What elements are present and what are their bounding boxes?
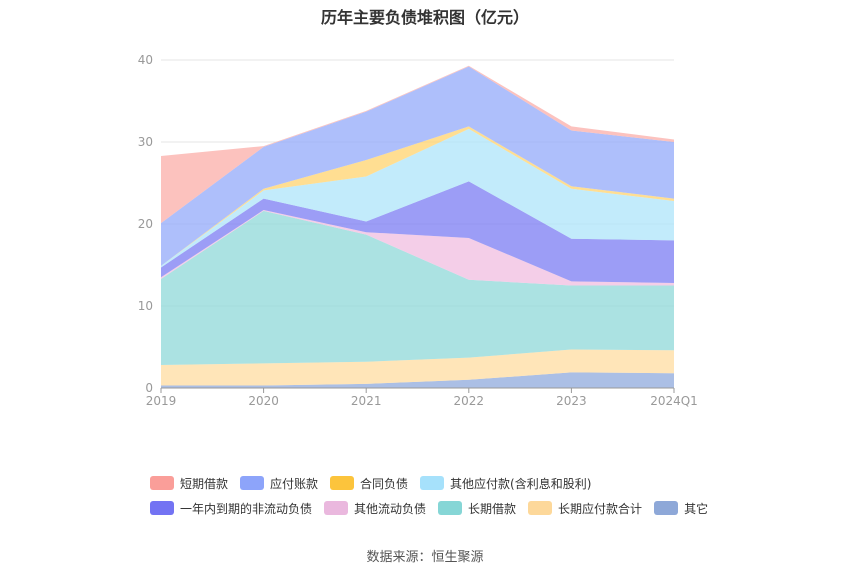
legend-swatch	[528, 501, 553, 515]
legend-swatch	[324, 501, 349, 515]
y-tick-label: 10	[138, 299, 153, 313]
x-tick-label: 2019	[146, 394, 177, 408]
legend-item[interactable]: 长期应付款合计	[528, 500, 642, 517]
legend: 短期借款 应付账款 合同负债 其他应付款(含利息和股利) 一年内到期的非流动负债 其他流动…	[150, 472, 750, 522]
legend-item[interactable]: 其他流动负债	[324, 500, 426, 517]
legend-row: 一年内到期的非流动负债 其他流动负债 长期借款 长期应付款合计 其它	[150, 497, 750, 519]
legend-swatch	[150, 501, 174, 515]
legend-item[interactable]: 其它	[654, 500, 708, 517]
legend-swatch	[150, 476, 174, 490]
legend-label: 长期借款	[468, 501, 517, 516]
area-series-0	[161, 372, 674, 388]
x-tick-label: 2020	[248, 394, 279, 408]
legend-item[interactable]: 应付账款	[240, 475, 318, 492]
legend-label: 其它	[684, 501, 709, 516]
area-series-3	[161, 210, 674, 286]
area-series-5	[161, 128, 674, 268]
legend-label: 短期借款	[180, 476, 229, 491]
area-series-1	[161, 349, 674, 386]
legend-item[interactable]: 一年内到期的非流动负债	[150, 500, 312, 517]
legend-item[interactable]: 长期借款	[438, 500, 516, 517]
legend-swatch	[654, 501, 679, 515]
legend-label: 一年内到期的非流动负债	[180, 501, 313, 516]
data-source: 数据来源：恒生聚源	[366, 550, 484, 565]
x-tick-label: 2023	[556, 394, 587, 408]
y-tick-label: 30	[138, 135, 153, 149]
legend-item[interactable]: 短期借款	[150, 475, 228, 492]
legend-row: 短期借款 应付账款 合同负债 其他应付款(含利息和股利)	[150, 472, 750, 494]
legend-label: 其他应付款(含利息和股利)	[450, 476, 592, 491]
legend-swatch	[438, 501, 463, 515]
area-series-4	[161, 181, 674, 284]
area-series-2	[161, 210, 674, 366]
legend-swatch	[420, 476, 445, 490]
y-tick-label: 40	[138, 53, 153, 67]
legend-swatch	[240, 476, 265, 490]
y-tick-label: 20	[138, 217, 153, 231]
legend-swatch	[330, 476, 355, 490]
legend-item[interactable]: 其他应付款(含利息和股利)	[420, 475, 591, 492]
chart-title: 历年主要负债堆积图（亿元）	[320, 8, 529, 27]
stacked-area-chart: 0 10 20 30 40 2019 2020 2021 2022 2023 2024Q1	[138, 53, 698, 408]
area-series-7	[161, 66, 674, 266]
x-tick-label: 2024Q1	[650, 394, 698, 408]
y-tick-label: 0	[145, 381, 153, 395]
legend-label: 长期应付款合计	[558, 501, 643, 516]
x-tick-label: 2022	[454, 394, 485, 408]
legend-label: 应付账款	[270, 476, 319, 491]
x-tick-label: 2021	[351, 394, 382, 408]
legend-label: 其他流动负债	[354, 501, 427, 516]
legend-item[interactable]: 合同负债	[330, 475, 408, 492]
legend-label: 合同负债	[360, 476, 409, 491]
